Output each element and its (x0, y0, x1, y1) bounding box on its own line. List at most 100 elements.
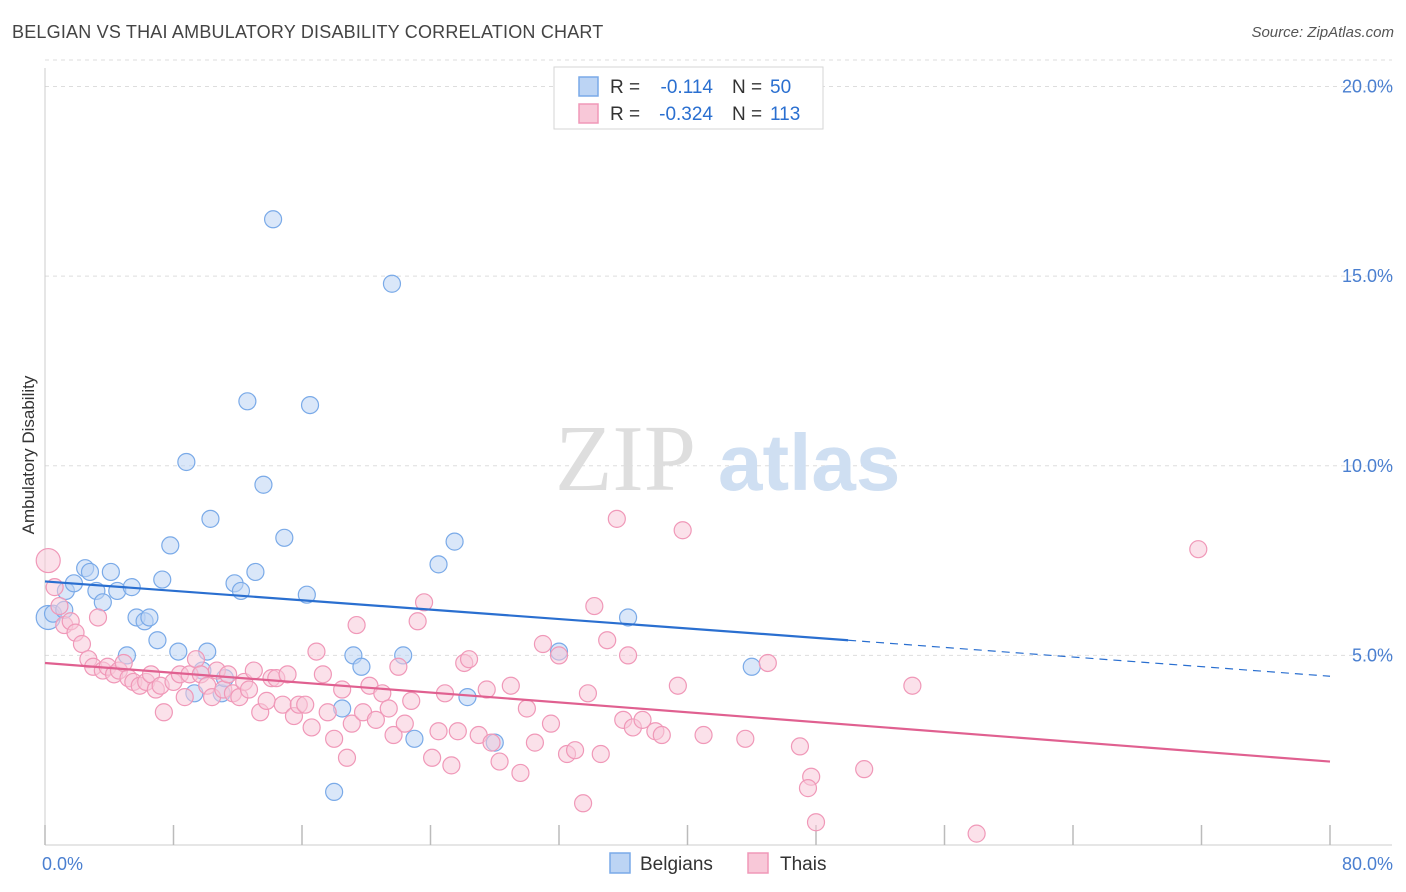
legend-label-thais: Thais (780, 854, 826, 875)
point-thais-68 (423, 748, 442, 767)
series-legend: Belgians Thais (609, 852, 826, 875)
point-belgians-18 (161, 536, 180, 555)
point-belgians-42 (405, 729, 424, 748)
point-thais-0 (35, 547, 61, 574)
point-belgians-29 (238, 392, 257, 411)
point-thais-77 (482, 733, 501, 752)
stats-r-value-1: -0.324 (659, 104, 713, 125)
point-thais-104 (758, 653, 777, 673)
point-thais-112 (1189, 540, 1208, 559)
watermark-atlas: atlas (718, 418, 900, 507)
source-label: Source: ZipAtlas.com (1251, 24, 1394, 41)
point-thais-83 (533, 634, 553, 654)
point-thais-53 (333, 680, 352, 699)
point-thais-74 (459, 650, 479, 669)
y-tick-label-1: 10.0% (1342, 456, 1393, 476)
point-thais-38 (244, 661, 263, 680)
y-axis-label: Ambulatory Disability (19, 375, 38, 534)
point-thais-51 (318, 703, 337, 722)
point-thais-101 (673, 521, 692, 540)
point-thais-50 (313, 665, 332, 684)
point-thais-90 (585, 596, 604, 616)
point-thais-55 (342, 714, 361, 733)
point-belgians-49 (742, 657, 761, 676)
stats-n-label-0: N = (732, 77, 762, 98)
point-thais-37 (239, 680, 259, 699)
trend-belgians (44, 580, 849, 642)
watermark-zip: ZIP (555, 407, 696, 511)
point-thais-95 (618, 646, 638, 665)
point-thais-49 (307, 642, 326, 661)
point-thais-76 (477, 680, 496, 699)
axes: 5.0% 10.0% 15.0% 20.0% 0.0% 80.0% (42, 68, 1393, 874)
point-thais-78 (490, 752, 509, 771)
point-thais-65 (402, 691, 421, 710)
point-thais-69 (429, 722, 448, 741)
point-thais-84 (541, 714, 561, 733)
point-thais-88 (573, 794, 593, 813)
stats-n-label-1: N = (732, 104, 762, 125)
point-thais-27 (186, 650, 206, 669)
point-thais-81 (517, 699, 536, 718)
trend-thais (44, 661, 1331, 763)
point-thais-111 (967, 824, 986, 843)
point-thais-99 (652, 725, 671, 745)
y-tick-label-2: 15.0% (1342, 266, 1393, 286)
point-thais-64 (395, 714, 414, 733)
point-thais-72 (448, 722, 467, 741)
point-thais-40 (257, 691, 276, 710)
point-thais-85 (549, 646, 569, 665)
point-thais-62 (384, 725, 403, 745)
point-belgians-9 (101, 562, 120, 582)
point-belgians-44 (445, 532, 464, 551)
point-belgians-17 (153, 570, 172, 589)
x-tick-label-1: 80.0% (1342, 854, 1393, 874)
point-thais-44 (278, 665, 297, 684)
stats-n-value-1: 113 (770, 104, 800, 125)
stats-swatch-thais (578, 103, 599, 124)
point-thais-105 (790, 737, 810, 756)
y-tick-label-0: 5.0% (1352, 645, 1393, 665)
stats-legend: R = -0.114 N = 50 R = -0.324 N = 113 (553, 66, 824, 130)
stats-r-label-1: R = (610, 104, 640, 125)
point-thais-109 (855, 760, 874, 779)
grid-lines (45, 59, 1392, 656)
point-thais-87 (565, 741, 585, 760)
stats-legend-box (553, 66, 824, 130)
point-belgians-40 (382, 274, 402, 293)
point-belgians-15 (140, 608, 159, 627)
point-thais-93 (607, 509, 626, 528)
chart-title: BELGIAN VS THAI AMBULATORY DISABILITY CO… (12, 22, 604, 42)
trend-extension-belgians (848, 639, 1331, 677)
point-thais-97 (633, 710, 652, 729)
point-thais-100 (668, 676, 687, 695)
point-thais-54 (337, 748, 357, 767)
point-belgians-31 (254, 475, 273, 494)
stats-r-label-0: R = (610, 77, 640, 98)
point-thais-59 (366, 710, 385, 729)
point-belgians-6 (80, 562, 100, 582)
point-thais-47 (296, 695, 315, 714)
point-thais-89 (578, 684, 598, 703)
stats-r-value-0: -0.114 (661, 77, 714, 98)
point-thais-66 (408, 612, 427, 631)
point-thais-48 (302, 718, 321, 737)
point-thais-2 (50, 596, 69, 616)
trend-lines (44, 580, 1331, 763)
point-thais-92 (598, 631, 617, 650)
point-belgians-39 (352, 657, 371, 676)
point-belgians-16 (148, 631, 167, 650)
point-belgians-20 (177, 452, 196, 472)
stats-n-value-0: 50 (770, 77, 791, 98)
point-thais-80 (511, 763, 530, 783)
point-thais-56 (347, 615, 366, 635)
point-thais-102 (694, 725, 713, 745)
point-thais-71 (442, 756, 461, 775)
stats-swatch-belgians (578, 76, 599, 97)
point-thais-52 (325, 729, 344, 748)
data-points (35, 210, 1208, 843)
point-thais-82 (525, 733, 545, 752)
legend-label-belgians: Belgians (640, 854, 713, 875)
point-belgians-34 (297, 585, 316, 604)
